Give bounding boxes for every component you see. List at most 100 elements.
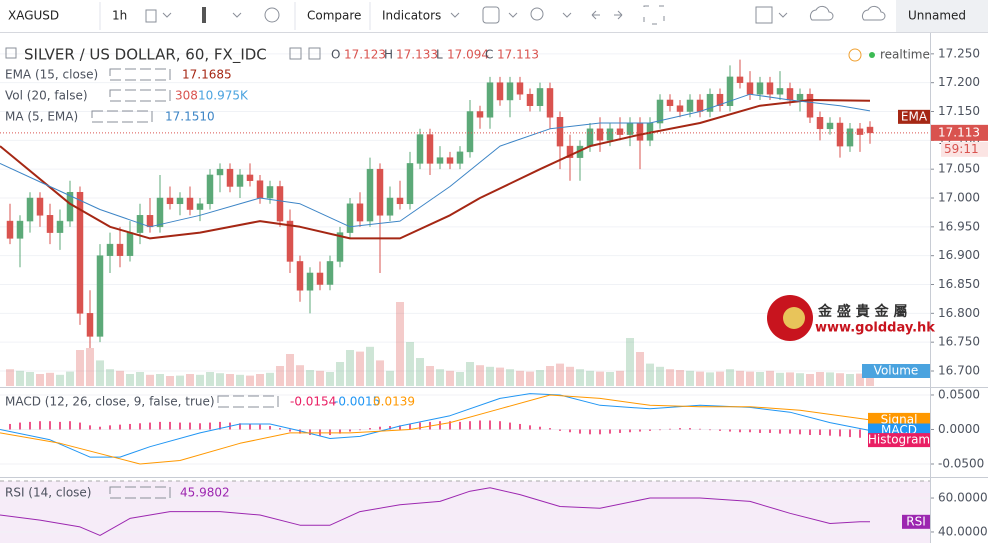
legend-button[interactable] xyxy=(289,47,302,60)
y-tick-label: 40.0000 xyxy=(938,524,988,538)
volume-bar xyxy=(226,374,234,386)
candle-body xyxy=(726,76,734,106)
rsi-line xyxy=(0,487,870,536)
volume-bar xyxy=(676,370,684,386)
cloud-save-icon[interactable] xyxy=(861,5,886,21)
candle-body xyxy=(96,255,104,337)
ohlc-letter: O xyxy=(331,48,340,62)
dropdown-arrow[interactable] xyxy=(232,12,242,18)
volume-bar xyxy=(766,370,774,386)
replay-icon[interactable] xyxy=(530,7,544,21)
compare-button[interactable]: Compare xyxy=(307,9,361,23)
warning-icon[interactable] xyxy=(848,48,862,62)
candle-body xyxy=(296,261,304,291)
candle-body xyxy=(556,117,564,147)
redo-icon[interactable] xyxy=(614,10,623,20)
candle-body xyxy=(656,99,664,124)
candle-body xyxy=(616,128,624,135)
volume-bar xyxy=(516,370,524,386)
volume-bar xyxy=(856,373,864,386)
series-tag-label: Volume xyxy=(874,364,919,378)
candle-body xyxy=(696,99,704,112)
logo-url: www.goldday.hk xyxy=(815,321,935,336)
signal-line xyxy=(0,394,871,465)
chart-style-icon[interactable] xyxy=(202,7,206,23)
alert-icon[interactable] xyxy=(482,6,500,24)
volume-bar xyxy=(106,369,114,386)
candle-body xyxy=(126,232,134,256)
volume-bar xyxy=(586,370,594,386)
legend-label: RSI (14, close) xyxy=(5,486,91,500)
fullscreen-icon[interactable] xyxy=(643,5,665,25)
chart-title: SILVER / US DOLLAR, 60, FX_IDC xyxy=(24,46,267,65)
settings-icon[interactable] xyxy=(264,7,280,23)
status: realtime xyxy=(880,48,930,62)
candle-body xyxy=(36,197,44,216)
volume-bar xyxy=(376,360,384,386)
countdown-tag xyxy=(941,141,988,157)
volume-bar xyxy=(566,366,574,386)
ohlc-value: 17.113 xyxy=(497,48,539,62)
volume-bar xyxy=(16,370,24,386)
series-tag xyxy=(868,412,930,427)
candle-body xyxy=(806,93,814,118)
volume-bar xyxy=(526,371,534,386)
dropdown-arrow[interactable] xyxy=(450,12,460,18)
candle-body xyxy=(186,197,194,210)
candle-body xyxy=(516,82,524,95)
volume-bar xyxy=(366,346,374,386)
layout-icon[interactable] xyxy=(755,6,773,24)
plot: 16.700 16.750 16.800 16.850 16.900 16.950 17.0… xyxy=(0,46,988,543)
interval-icon[interactable] xyxy=(145,9,157,23)
candle-body xyxy=(56,220,64,233)
volume-bar xyxy=(866,373,874,386)
interval-button[interactable]: 1h xyxy=(112,9,127,23)
toolbar xyxy=(0,0,988,32)
undo-icon[interactable] xyxy=(591,10,600,20)
collapse-icon[interactable] xyxy=(5,47,17,59)
candle-body xyxy=(116,243,124,256)
volume-bar xyxy=(56,374,64,386)
symbol-button[interactable]: XAGUSD xyxy=(8,9,59,23)
indicators-button[interactable]: Indicators xyxy=(382,9,441,23)
volume-bar xyxy=(116,370,124,386)
candle-body xyxy=(486,82,494,118)
legend-button[interactable] xyxy=(308,47,321,60)
legend-buttons[interactable] xyxy=(109,68,171,81)
candle-body xyxy=(376,168,384,216)
candle-body xyxy=(46,215,54,233)
dropdown-arrow[interactable] xyxy=(508,12,518,18)
candle-body xyxy=(266,186,274,199)
candle-body xyxy=(216,168,224,176)
layout-name[interactable]: Unnamed xyxy=(908,9,966,23)
candle-body xyxy=(146,215,154,228)
candle-body xyxy=(786,88,794,101)
legend-buttons[interactable] xyxy=(109,486,171,499)
series-tag-label: Signal xyxy=(881,412,918,426)
candle-body xyxy=(316,272,324,285)
legend-label: EMA (15, close) xyxy=(5,68,98,82)
candle-body xyxy=(336,232,344,262)
candle-body xyxy=(106,243,114,256)
y-tick-label: 17.050 xyxy=(938,162,980,176)
candle-body xyxy=(776,88,784,95)
legend-buttons[interactable] xyxy=(109,89,171,102)
y-tick-label: 0.0500 xyxy=(938,387,980,401)
candle-body xyxy=(386,197,394,216)
dropdown-arrow[interactable] xyxy=(778,12,788,18)
dropdown-arrow[interactable] xyxy=(562,12,572,18)
cloud-load-icon[interactable] xyxy=(809,5,834,21)
y-tick-label: 16.750 xyxy=(938,335,980,349)
candle-body xyxy=(756,82,764,95)
candle-body xyxy=(86,313,94,337)
last-price-label: 17.113 xyxy=(938,125,980,139)
legend-value: -0.0015 xyxy=(334,395,380,409)
layout-name-box[interactable] xyxy=(896,0,988,32)
volume-bar xyxy=(6,369,14,386)
legend-value: 17.1685 xyxy=(182,68,232,82)
dropdown-arrow[interactable] xyxy=(162,12,172,18)
legend-buttons[interactable] xyxy=(217,395,279,408)
ohlc-letter: H xyxy=(384,48,393,62)
legend-buttons[interactable] xyxy=(91,110,153,123)
y-tick-label: 0.0000 xyxy=(938,422,980,436)
